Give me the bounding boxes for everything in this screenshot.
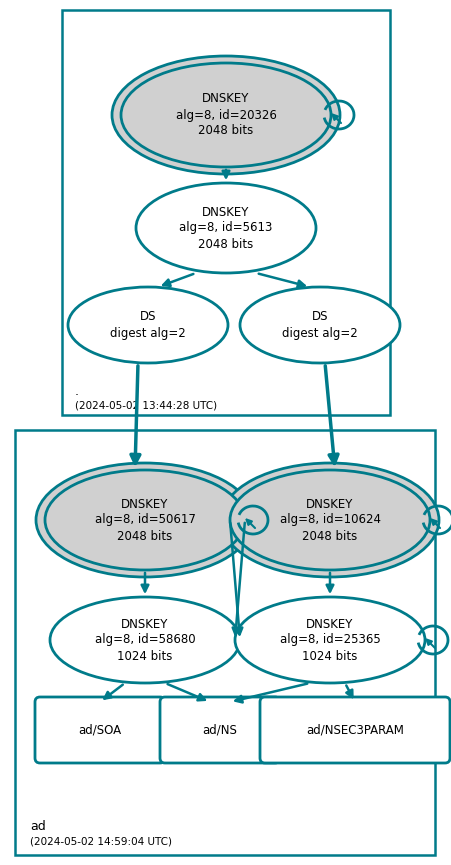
Text: (2024-05-02 13:44:28 UTC): (2024-05-02 13:44:28 UTC) (75, 400, 217, 410)
Text: .: . (75, 385, 79, 398)
Text: DS
digest alg=2: DS digest alg=2 (110, 311, 186, 339)
FancyBboxPatch shape (35, 697, 165, 763)
Ellipse shape (136, 183, 316, 273)
Text: ad/SOA: ad/SOA (78, 723, 122, 736)
Text: (2024-05-02 14:59:04 UTC): (2024-05-02 14:59:04 UTC) (30, 837, 172, 847)
Text: DNSKEY
alg=8, id=5613
2048 bits: DNSKEY alg=8, id=5613 2048 bits (179, 206, 273, 251)
Ellipse shape (221, 463, 439, 577)
Ellipse shape (45, 470, 245, 570)
Ellipse shape (68, 287, 228, 363)
Text: DNSKEY
alg=8, id=50617
2048 bits: DNSKEY alg=8, id=50617 2048 bits (95, 497, 195, 542)
Text: DNSKEY
alg=8, id=10624
2048 bits: DNSKEY alg=8, id=10624 2048 bits (280, 497, 381, 542)
Ellipse shape (50, 597, 240, 683)
Ellipse shape (121, 63, 331, 167)
Ellipse shape (36, 463, 254, 577)
FancyBboxPatch shape (62, 10, 390, 415)
Text: DNSKEY
alg=8, id=25365
1024 bits: DNSKEY alg=8, id=25365 1024 bits (280, 618, 380, 663)
Ellipse shape (230, 470, 430, 570)
Text: DS
digest alg=2: DS digest alg=2 (282, 311, 358, 339)
FancyBboxPatch shape (160, 697, 280, 763)
FancyBboxPatch shape (260, 697, 450, 763)
Text: DNSKEY
alg=8, id=58680
1024 bits: DNSKEY alg=8, id=58680 1024 bits (95, 618, 195, 663)
Text: ad/NSEC3PARAM: ad/NSEC3PARAM (306, 723, 404, 736)
Ellipse shape (112, 56, 340, 174)
Text: DNSKEY
alg=8, id=20326
2048 bits: DNSKEY alg=8, id=20326 2048 bits (175, 93, 276, 138)
FancyBboxPatch shape (15, 430, 435, 855)
Ellipse shape (235, 597, 425, 683)
Text: ad/NS: ad/NS (202, 723, 237, 736)
Ellipse shape (240, 287, 400, 363)
Text: ad: ad (30, 820, 46, 833)
